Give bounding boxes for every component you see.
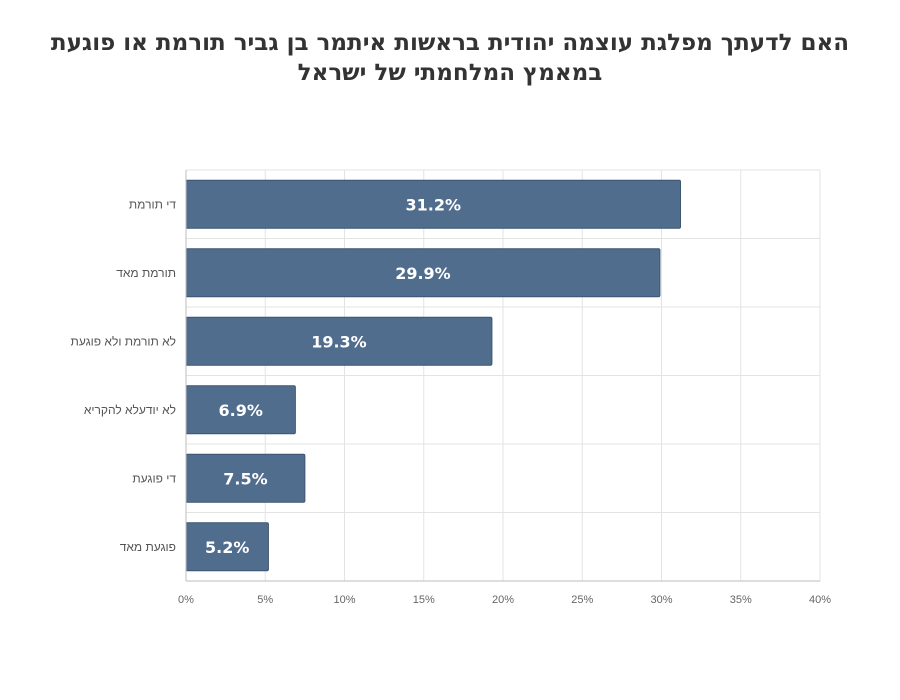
chart-title: האם לדעתך מפלגת עוצמה יהודית בראשות איתמ…: [50, 30, 850, 86]
category-label: לא יודעלא להקריא: [84, 403, 176, 417]
bars: 31.2% 29.9% 19.3% 6.9% 7.5% 5.2%: [185, 179, 682, 572]
category-label: די תורמת: [129, 197, 176, 211]
x-tick-label: 40%: [809, 594, 831, 606]
gridlines: [185, 169, 821, 582]
x-tick-label: 0%: [178, 594, 194, 606]
x-tick-label: 25%: [571, 594, 593, 606]
data-label: 31.2%: [406, 195, 462, 214]
category-label: די פוגעת: [132, 471, 176, 485]
x-tick-label: 10%: [333, 594, 355, 606]
x-tick-label: 5%: [257, 594, 273, 606]
category-label: פוגעת מאד: [120, 540, 176, 554]
category-label: לא תורמת ולא פוגעת: [71, 334, 176, 348]
axes: 0% 5% 10% 15% 20% 25% 30% 35% 40% די תורמת תורמת מ…: [71, 170, 831, 606]
x-tick-label: 35%: [730, 594, 752, 606]
x-tick-label: 30%: [650, 594, 672, 606]
x-tick-label: 15%: [413, 594, 435, 606]
data-label: 6.9%: [218, 401, 262, 420]
data-label: 29.9%: [395, 264, 451, 283]
x-tick-label: 20%: [492, 594, 514, 606]
data-label: 7.5%: [223, 469, 267, 488]
category-label: תורמת מאד: [116, 266, 176, 280]
data-label: 19.3%: [311, 332, 367, 351]
data-label: 5.2%: [205, 538, 249, 557]
